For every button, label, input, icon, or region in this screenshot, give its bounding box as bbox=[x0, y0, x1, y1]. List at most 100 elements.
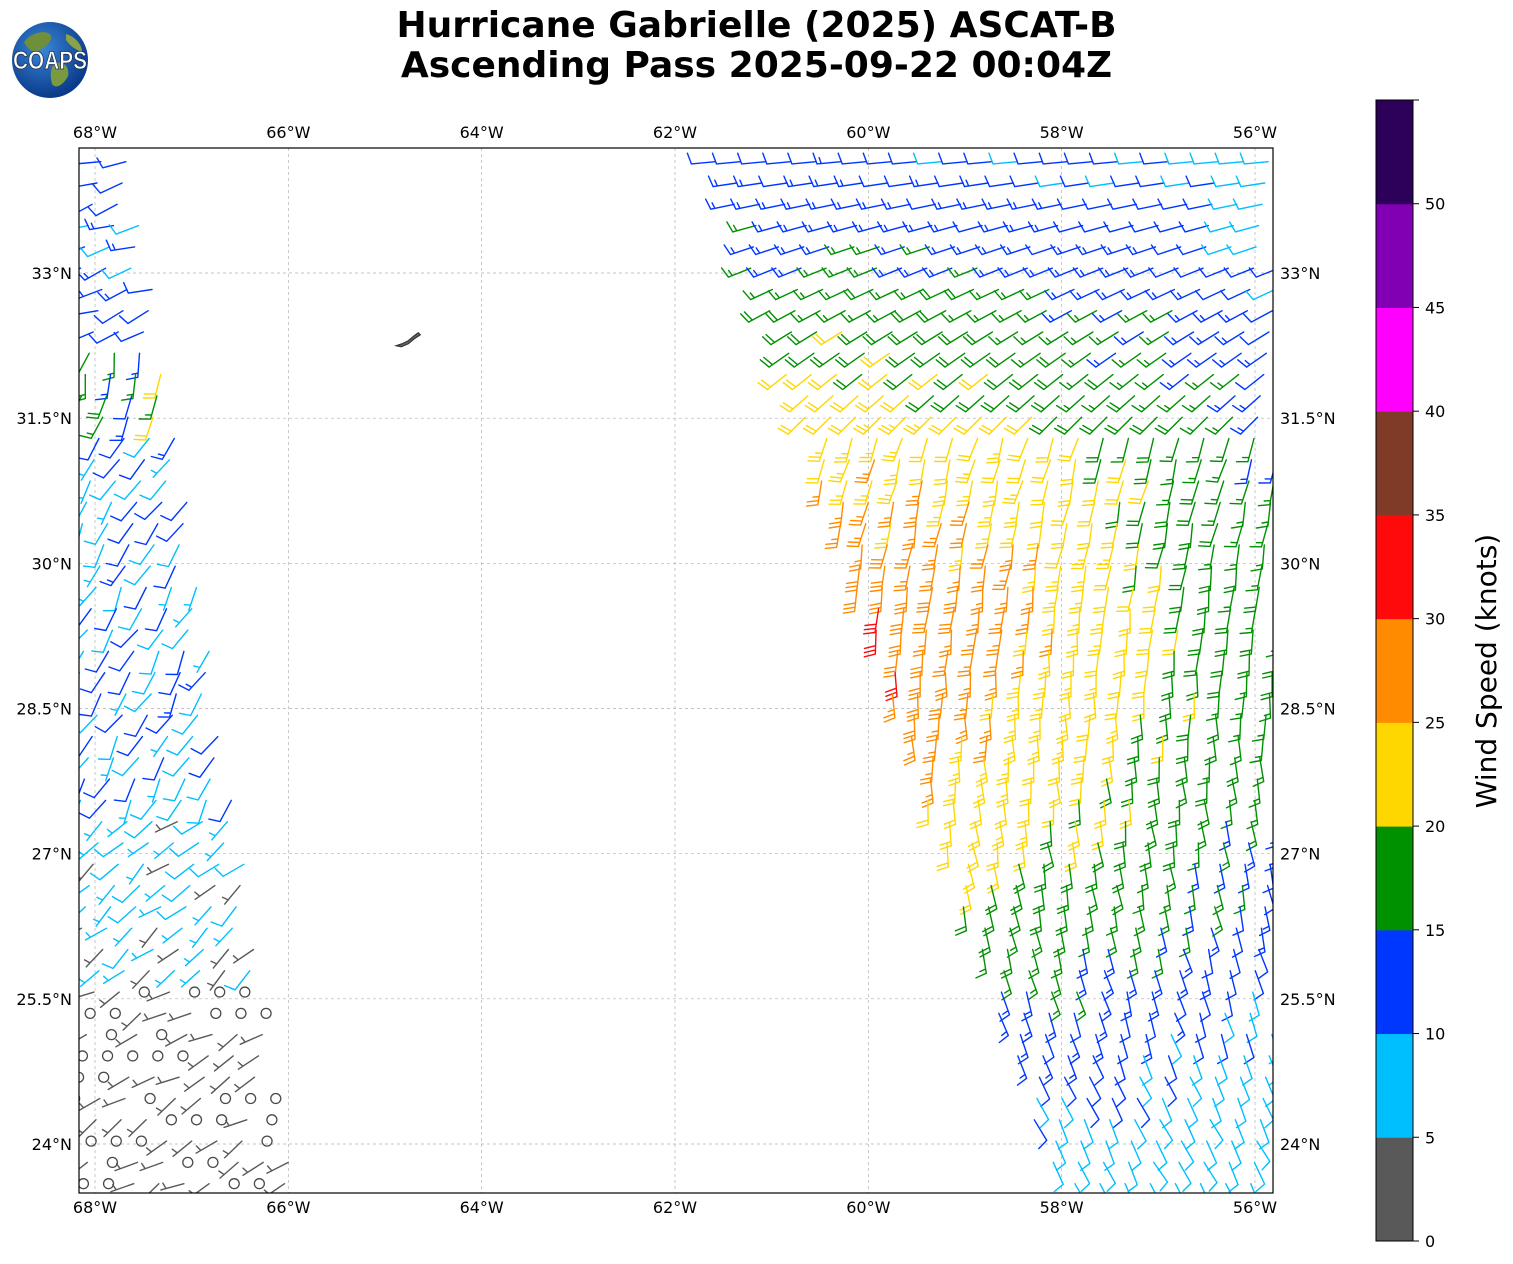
wind-barb bbox=[1210, 650, 1226, 678]
wind-barb bbox=[991, 310, 1022, 323]
wind-barb bbox=[980, 459, 1001, 484]
wind-barb bbox=[1079, 416, 1108, 435]
lat-tick-label: 33°N bbox=[32, 264, 72, 283]
wind-barb bbox=[1127, 480, 1149, 505]
wind-barb bbox=[1213, 863, 1226, 894]
wind-barb bbox=[863, 629, 877, 658]
lon-tick-label: 58°W bbox=[1040, 123, 1084, 142]
wind-barb bbox=[1111, 884, 1124, 916]
wind-barb bbox=[129, 799, 157, 820]
wind-barb bbox=[946, 565, 961, 594]
wind-barb bbox=[1187, 629, 1204, 656]
wind-barb bbox=[89, 480, 116, 501]
wind-barb bbox=[1068, 799, 1081, 829]
wind-barb bbox=[824, 523, 842, 550]
wind-barb bbox=[740, 310, 771, 323]
wind-barb bbox=[1182, 906, 1194, 936]
wind-barb bbox=[827, 416, 857, 435]
wind-barb bbox=[1150, 735, 1164, 765]
wind-barb bbox=[1210, 175, 1241, 188]
wind-barb bbox=[97, 288, 128, 302]
wind-barb bbox=[1164, 152, 1194, 165]
wind-barb bbox=[947, 267, 978, 278]
wind-barb bbox=[1214, 1076, 1225, 1108]
wind-barb bbox=[1125, 523, 1143, 549]
wind-barb bbox=[1056, 884, 1070, 915]
wind-barb bbox=[883, 650, 899, 678]
wind-barb bbox=[1189, 331, 1220, 346]
wind-barb bbox=[221, 884, 241, 905]
wind-barb bbox=[110, 501, 138, 522]
wind-barb bbox=[83, 565, 101, 588]
wind-barb bbox=[943, 586, 959, 614]
wind-barb bbox=[158, 586, 173, 611]
wind-barb bbox=[45, 971, 73, 985]
wind-barb bbox=[131, 672, 156, 695]
wind-barb bbox=[1253, 1161, 1266, 1193]
wind-barb bbox=[939, 821, 952, 851]
wind-barb bbox=[1258, 470, 1273, 484]
wind-barb bbox=[139, 927, 158, 948]
wind-barb bbox=[1126, 735, 1140, 765]
wind-barb bbox=[782, 373, 812, 391]
wind-barb bbox=[1255, 501, 1272, 529]
wind-barb bbox=[92, 182, 123, 194]
colorbar-tick-label: 25 bbox=[1425, 713, 1445, 732]
wind-barb bbox=[931, 198, 962, 210]
wind-barb bbox=[150, 459, 171, 478]
colorbar-label: Wind Speed (knots) bbox=[1470, 534, 1503, 808]
wind-barb bbox=[805, 459, 825, 484]
colorbar-tick-label: 40 bbox=[1425, 402, 1445, 421]
wind-barb bbox=[144, 884, 166, 902]
wind-barb bbox=[83, 948, 104, 968]
wind-barb bbox=[1274, 1013, 1283, 1042]
wind-barb bbox=[1149, 1183, 1156, 1193]
wind-barb bbox=[116, 735, 144, 757]
wind-barb bbox=[1167, 310, 1198, 323]
wind-barb bbox=[79, 1033, 87, 1040]
wind-barb bbox=[107, 906, 137, 924]
calm-wind-circle bbox=[210, 1007, 222, 1019]
wind-barb bbox=[102, 970, 125, 985]
wind-barb bbox=[1063, 331, 1094, 346]
calm-wind-circle bbox=[85, 1135, 97, 1147]
wind-barb bbox=[824, 244, 855, 256]
wind-barb bbox=[1197, 757, 1211, 786]
wind-barb bbox=[1083, 1119, 1094, 1150]
wind-barb bbox=[189, 927, 208, 948]
wind-barb bbox=[1112, 650, 1126, 680]
wind-barb bbox=[1032, 672, 1047, 700]
wind-barb bbox=[1229, 480, 1250, 505]
wind-barb bbox=[833, 437, 853, 463]
wind-barb bbox=[156, 906, 187, 921]
wind-barb bbox=[805, 198, 836, 210]
wind-barb bbox=[1238, 863, 1250, 894]
wind-barb bbox=[126, 863, 144, 885]
wind-barb bbox=[1223, 267, 1255, 278]
wind-barb bbox=[1239, 152, 1269, 165]
wind-barb bbox=[101, 1097, 126, 1108]
wind-barb bbox=[79, 906, 86, 914]
wind-barb bbox=[123, 693, 152, 713]
wind-barb bbox=[1209, 1119, 1224, 1150]
wind-barb bbox=[846, 267, 878, 278]
wind-barb bbox=[1025, 244, 1056, 256]
wind-barb bbox=[804, 395, 834, 413]
wind-barb bbox=[779, 395, 809, 413]
wind-barb bbox=[183, 948, 204, 967]
colorbar-bin bbox=[1376, 929, 1413, 1035]
wind-barb bbox=[1262, 1097, 1273, 1129]
graticule bbox=[79, 148, 1273, 1193]
wind-barb bbox=[910, 352, 941, 368]
wind-barb bbox=[79, 480, 91, 504]
wind-barb bbox=[686, 152, 716, 165]
wind-barb bbox=[1239, 331, 1270, 346]
wind-barb bbox=[1057, 480, 1074, 507]
wind-barb bbox=[1016, 310, 1047, 323]
wind-barb bbox=[878, 416, 907, 435]
wind-barb bbox=[86, 395, 108, 419]
chart-title: Hurricane Gabrielle (2025) ASCAT-B Ascen… bbox=[0, 6, 1513, 86]
wind-barb bbox=[949, 244, 981, 256]
wind-barb bbox=[1086, 884, 1098, 916]
wind-barb bbox=[968, 821, 981, 852]
